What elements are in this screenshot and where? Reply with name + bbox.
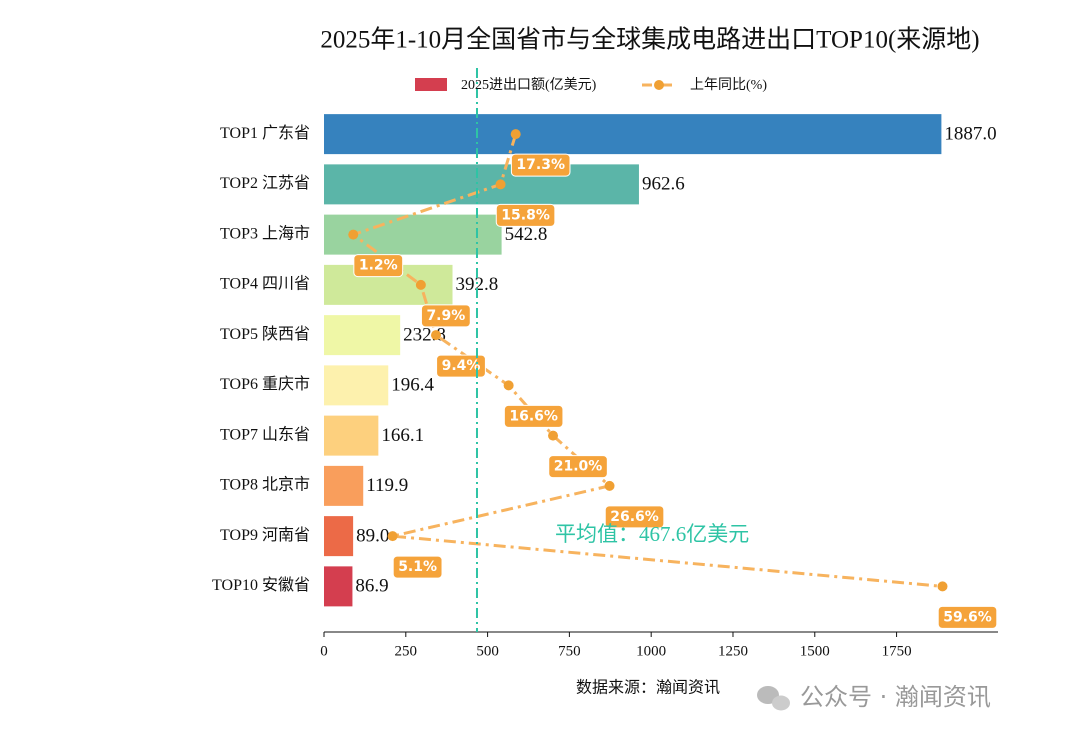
pct-label-text: 59.6%	[943, 609, 992, 625]
y-tick-label: TOP7 山东省	[220, 425, 310, 443]
line-marker	[510, 129, 521, 140]
line-marker	[495, 179, 506, 190]
y-tick-label: TOP4 四川省	[220, 275, 310, 293]
pct-label: 15.8%	[495, 203, 556, 227]
y-tick-label: TOP5 陕西省	[220, 325, 310, 343]
pct-label: 26.6%	[604, 505, 665, 529]
reference-label: 平均值：467.6亿美元	[555, 522, 749, 546]
pct-label-text: 9.4%	[442, 358, 481, 374]
bar	[324, 415, 379, 456]
pct-label-text: 15.8%	[501, 207, 550, 223]
chart-title: 2025年1-10月全国省市与全球集成电路进出口TOP10(来源地)	[320, 26, 979, 54]
x-tick-label: 0	[320, 643, 328, 659]
line-marker	[548, 430, 559, 441]
pct-label-text: 17.3%	[516, 157, 565, 173]
line-marker	[503, 380, 514, 391]
legend-label: 2025进出口额(亿美元)	[461, 77, 597, 93]
pct-label-text: 1.2%	[359, 258, 398, 274]
y-tick-label: TOP6 重庆市	[220, 375, 310, 393]
bar	[324, 566, 353, 607]
value-label: 86.9	[355, 576, 388, 597]
pct-label: 1.2%	[353, 254, 404, 278]
source: 数据来源：瀚闻资讯	[576, 679, 720, 697]
watermark: 公众号 · 瀚闻资讯	[800, 683, 991, 711]
pct-label-text: 26.6%	[610, 509, 659, 525]
line-marker	[415, 279, 426, 290]
pct-label: 7.9%	[420, 304, 471, 328]
pct-label-box	[937, 605, 998, 629]
pct-label: 5.1%	[392, 555, 443, 579]
line-marker	[387, 531, 398, 542]
pct-label-box	[353, 254, 404, 278]
x-tick-label: 250	[395, 643, 418, 659]
pct-label-text: 16.6%	[509, 408, 558, 424]
pct-label-text: 5.1%	[398, 559, 437, 575]
legend-swatch	[415, 78, 447, 91]
pct-label-text: 7.9%	[426, 308, 465, 324]
line-marker	[604, 480, 615, 491]
y-tick-label: TOP9 河南省	[220, 526, 310, 544]
line-marker	[348, 229, 359, 240]
value-label: 392.8	[456, 274, 499, 295]
legend-label: 上年同比(%)	[690, 77, 767, 93]
pct-label: 21.0%	[548, 455, 608, 479]
value-label: 1887.0	[944, 123, 996, 144]
value-label: 542.8	[505, 224, 548, 245]
bar	[324, 365, 389, 406]
pct-label-box	[420, 304, 471, 328]
pct-label: 9.4%	[436, 354, 486, 378]
bar	[324, 164, 639, 205]
pct-label-box	[495, 203, 556, 227]
x-tick-label: 1000	[636, 643, 666, 659]
y-tick-label: TOP10 安徽省	[212, 576, 310, 594]
bar	[324, 465, 364, 506]
value-label: 89.0	[356, 525, 389, 546]
pct-label: 59.6%	[937, 605, 998, 629]
x-tick-label: 1750	[882, 643, 912, 659]
y-tick-label: TOP3 上海市	[220, 224, 310, 242]
pct-label-box	[548, 455, 608, 479]
y-tick-label: TOP2 江苏省	[220, 174, 310, 192]
bar	[324, 516, 354, 557]
watermark-icon	[757, 686, 790, 711]
value-label: 119.9	[366, 475, 408, 496]
value-label: 166.1	[381, 425, 424, 446]
pct-label-text: 21.0%	[554, 459, 603, 475]
value-label: 232.8	[403, 324, 446, 345]
x-tick-label: 500	[476, 643, 499, 659]
bar	[324, 114, 942, 155]
pct-label-box	[604, 505, 665, 529]
y-tick-label: TOP8 北京市	[220, 476, 310, 494]
pct-label: 16.6%	[503, 404, 564, 428]
pct-label-box	[392, 555, 443, 579]
x-tick-label: 1500	[800, 643, 830, 659]
line-marker	[430, 330, 441, 341]
x-tick-label: 750	[558, 643, 581, 659]
line-marker	[937, 581, 948, 592]
x-tick-label: 1250	[718, 643, 748, 659]
y-tick-label: TOP1 广东省	[220, 124, 310, 142]
value-label: 962.6	[642, 174, 685, 195]
pct-label-box	[436, 354, 486, 378]
bar	[324, 315, 401, 356]
pct-label: 17.3%	[510, 153, 571, 177]
pct-label-box	[503, 404, 564, 428]
line	[350, 133, 943, 588]
value-label: 196.4	[391, 375, 434, 396]
legend-swatch	[654, 80, 664, 90]
pct-label-box	[510, 153, 571, 177]
